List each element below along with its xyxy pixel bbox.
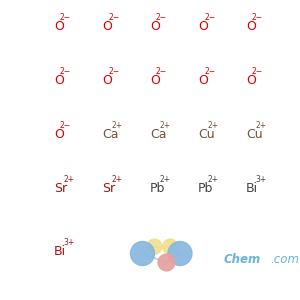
Text: 2−: 2− (60, 13, 71, 22)
Text: O: O (54, 128, 64, 141)
Text: 2+: 2+ (160, 175, 171, 184)
Text: O: O (246, 20, 256, 33)
Text: O: O (150, 20, 160, 33)
Text: 2−: 2− (60, 121, 71, 130)
Text: 2−: 2− (252, 13, 263, 22)
Text: Cu: Cu (246, 128, 262, 141)
Text: 2+: 2+ (64, 175, 75, 184)
Text: Chem: Chem (224, 253, 261, 266)
Text: O: O (102, 74, 112, 87)
Text: O: O (198, 74, 208, 87)
Text: 2−: 2− (252, 67, 263, 76)
Circle shape (147, 239, 162, 254)
Text: Bi: Bi (246, 182, 258, 195)
Text: 2−: 2− (108, 13, 119, 22)
Text: 2−: 2− (156, 67, 167, 76)
Text: 2−: 2− (204, 67, 215, 76)
Text: O: O (246, 74, 256, 87)
Text: O: O (198, 20, 208, 33)
Text: 2−: 2− (108, 67, 119, 76)
Text: Sr: Sr (102, 182, 115, 195)
Text: Cu: Cu (198, 128, 214, 141)
Text: .com: .com (270, 253, 299, 266)
Text: Bi: Bi (54, 245, 66, 258)
Circle shape (130, 242, 154, 266)
Text: Pb: Pb (198, 182, 213, 195)
Text: 2+: 2+ (160, 121, 171, 130)
Text: O: O (54, 20, 64, 33)
Text: Pb: Pb (150, 182, 165, 195)
Text: O: O (150, 74, 160, 87)
Text: O: O (54, 74, 64, 87)
Circle shape (158, 254, 175, 271)
Text: 3+: 3+ (64, 238, 75, 247)
Text: Ca: Ca (102, 128, 119, 141)
Text: O: O (102, 20, 112, 33)
Text: 2+: 2+ (112, 121, 123, 130)
Circle shape (163, 239, 178, 254)
Text: 2−: 2− (204, 13, 215, 22)
Text: 3+: 3+ (256, 175, 267, 184)
Text: 2−: 2− (60, 67, 71, 76)
Text: 2+: 2+ (112, 175, 123, 184)
Text: Ca: Ca (150, 128, 166, 141)
Text: 2−: 2− (156, 13, 167, 22)
Text: 2+: 2+ (208, 121, 219, 130)
Circle shape (168, 242, 192, 266)
Text: 2+: 2+ (256, 121, 267, 130)
Text: Sr: Sr (54, 182, 67, 195)
Text: 2+: 2+ (208, 175, 219, 184)
